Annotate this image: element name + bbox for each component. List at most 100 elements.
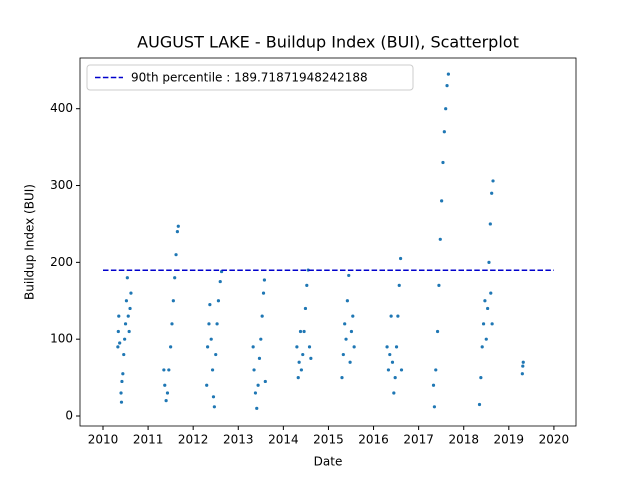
x-tick-label: 2020 [539, 433, 570, 447]
point [116, 345, 120, 349]
point [174, 253, 178, 257]
point [398, 256, 403, 261]
point [260, 314, 264, 318]
point [205, 383, 209, 387]
point [120, 379, 124, 384]
point [307, 345, 312, 349]
point [445, 84, 449, 88]
point [390, 360, 395, 364]
point [122, 352, 126, 357]
point [437, 283, 441, 288]
plot-frame [79, 57, 577, 427]
point [128, 306, 132, 311]
point [261, 291, 266, 295]
point [259, 337, 263, 341]
point [295, 345, 299, 349]
point [351, 314, 355, 318]
point [163, 383, 167, 387]
point [209, 337, 213, 341]
y-tick-label: 300 [50, 178, 73, 192]
point [490, 322, 494, 326]
point [125, 276, 129, 280]
point [119, 400, 124, 404]
point [488, 222, 492, 226]
point [252, 368, 256, 372]
point [262, 278, 267, 282]
point [218, 279, 222, 284]
point [440, 199, 444, 203]
point [487, 260, 491, 264]
point [206, 345, 210, 349]
x-axis-label: Date [314, 455, 343, 469]
point [394, 345, 399, 349]
point [480, 345, 484, 349]
point [118, 341, 122, 345]
point [435, 329, 440, 334]
point [432, 405, 437, 409]
legend-box [86, 64, 414, 91]
point [446, 72, 450, 76]
x-tick-label: 2016 [358, 433, 389, 447]
point [171, 299, 175, 303]
point [521, 360, 525, 364]
y-axis-label: Buildup Index (BUI) [23, 184, 37, 300]
point [305, 283, 309, 288]
point [483, 299, 487, 303]
point [299, 368, 303, 372]
x-tick-label: 2011 [133, 433, 164, 447]
point [441, 160, 445, 165]
y-tick-label: 100 [50, 332, 73, 346]
chart-title: AUGUST LAKE - Buildup Index (BUI), Scatt… [137, 33, 519, 52]
point [438, 237, 442, 241]
point [208, 303, 212, 307]
point [256, 383, 260, 387]
x-tick-label: 2010 [88, 433, 119, 447]
point [298, 329, 303, 334]
point [126, 314, 130, 318]
point [348, 360, 352, 364]
x-tick-label: 2015 [313, 433, 344, 447]
point [303, 306, 308, 311]
point [520, 372, 524, 376]
point [442, 130, 446, 134]
point [301, 352, 305, 357]
point [386, 368, 391, 372]
point [164, 399, 168, 403]
point [309, 356, 313, 360]
point [176, 224, 180, 228]
point [296, 375, 300, 380]
x-tick-label: 2019 [494, 433, 525, 447]
point [119, 391, 123, 395]
point [211, 395, 216, 399]
point [399, 368, 404, 372]
point [343, 322, 347, 326]
point [388, 352, 392, 357]
point [396, 314, 400, 318]
y-tick-label: 400 [50, 101, 73, 115]
point [215, 322, 219, 326]
point [116, 329, 120, 334]
point [129, 291, 133, 295]
point [212, 405, 216, 409]
point [302, 329, 306, 334]
point [349, 329, 354, 334]
point [352, 345, 356, 349]
point [477, 402, 482, 407]
point [170, 322, 174, 326]
point [489, 291, 493, 295]
point [173, 276, 177, 280]
point [123, 337, 127, 341]
point [385, 345, 389, 349]
point [127, 329, 131, 334]
x-tick-label: 2018 [448, 433, 479, 447]
point [165, 391, 170, 395]
x-tick-label: 2014 [268, 433, 299, 447]
point [484, 337, 488, 341]
point [169, 345, 173, 349]
y-tick-label: 0 [65, 409, 73, 423]
point [253, 391, 258, 395]
point [175, 230, 179, 234]
point [481, 322, 486, 326]
point [214, 352, 218, 357]
